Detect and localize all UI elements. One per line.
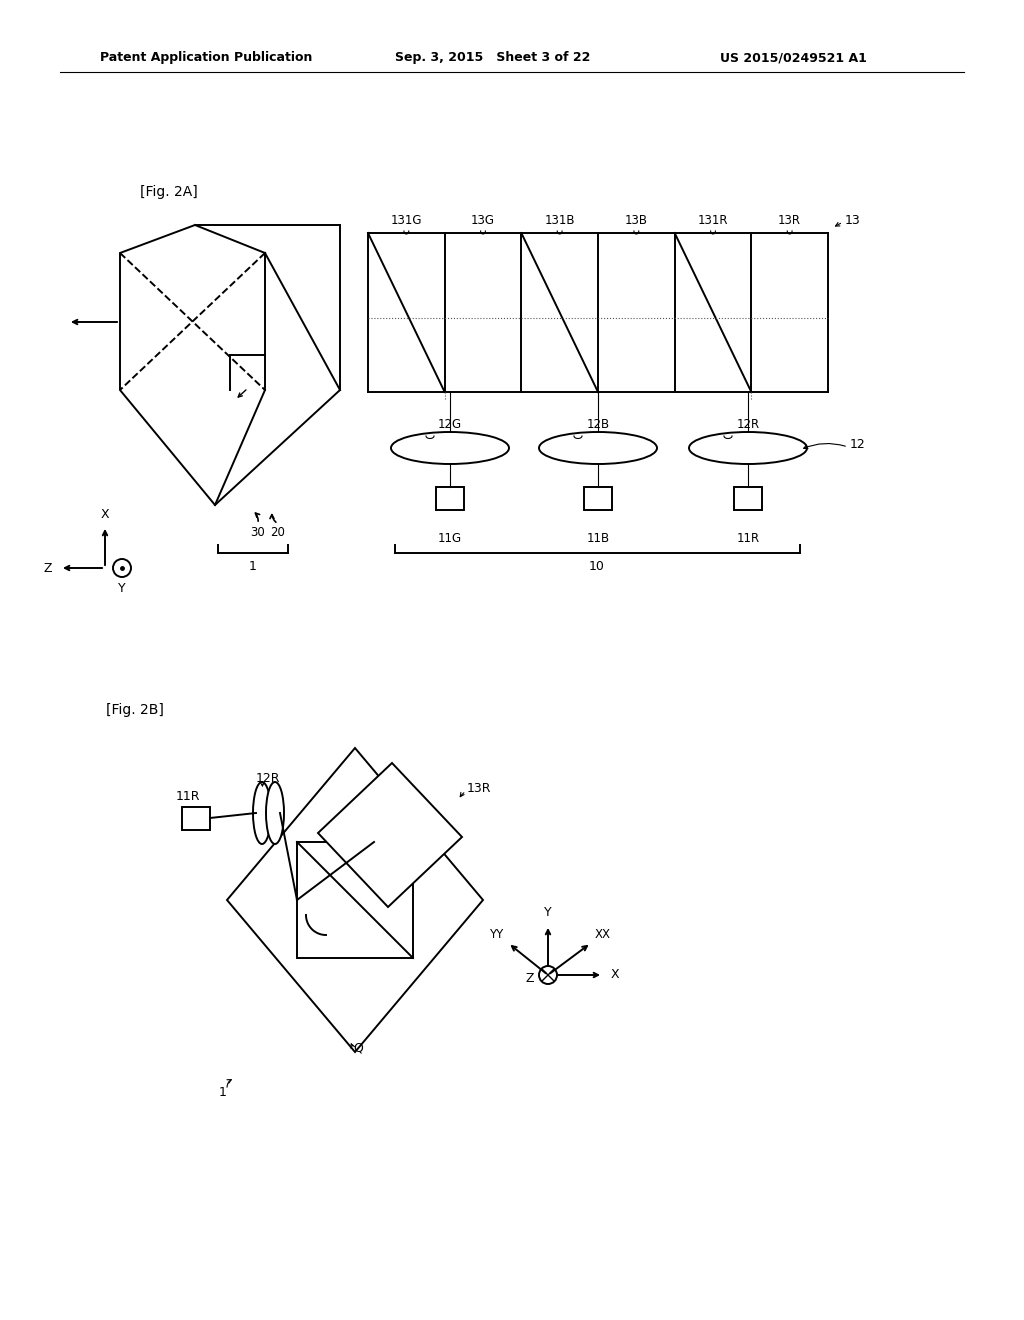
Text: 30: 30 [251, 527, 265, 540]
Text: YY: YY [488, 928, 503, 941]
Bar [734, 487, 762, 510]
Text: 12R: 12R [256, 771, 281, 784]
Text: 11B: 11B [587, 532, 609, 544]
Bar [436, 487, 464, 510]
Text: Z: Z [44, 561, 52, 574]
Text: 11G: 11G [438, 532, 462, 544]
Text: 11R: 11R [176, 789, 201, 803]
Text: 13R: 13R [778, 214, 801, 227]
Polygon shape [195, 224, 340, 506]
Text: 20: 20 [270, 527, 286, 540]
Ellipse shape [253, 781, 271, 843]
Text: 12: 12 [850, 438, 865, 451]
Text: 12G: 12G [438, 418, 462, 432]
Text: X: X [100, 507, 110, 520]
Text: Y: Y [118, 582, 126, 594]
Text: 12R: 12R [736, 418, 760, 432]
Circle shape [539, 966, 557, 983]
Text: [Fig. 2B]: [Fig. 2B] [106, 704, 164, 717]
Text: 131B: 131B [545, 214, 574, 227]
Text: Y: Y [544, 907, 552, 920]
Text: 10: 10 [589, 560, 605, 573]
Text: X: X [610, 969, 620, 982]
Text: 131G: 131G [390, 214, 422, 227]
Text: 1: 1 [249, 560, 257, 573]
Text: XX: XX [595, 928, 611, 941]
Text: [Fig. 2A]: [Fig. 2A] [140, 185, 198, 199]
Text: US 2015/0249521 A1: US 2015/0249521 A1 [720, 51, 867, 65]
Text: 131R: 131R [697, 214, 728, 227]
Text: 13R: 13R [467, 781, 492, 795]
Text: 11R: 11R [736, 532, 760, 544]
Text: 1: 1 [219, 1085, 227, 1098]
Text: Patent Application Publication: Patent Application Publication [100, 51, 312, 65]
Polygon shape [318, 763, 462, 907]
Text: 12B: 12B [587, 418, 609, 432]
Ellipse shape [266, 781, 284, 843]
Bar [584, 487, 612, 510]
Text: Q: Q [353, 1041, 362, 1055]
Text: 13G: 13G [471, 214, 495, 227]
Bar [297, 842, 413, 958]
Text: Z: Z [525, 972, 535, 985]
Text: 13B: 13B [625, 214, 648, 227]
Text: 13: 13 [845, 214, 861, 227]
Text: Sep. 3, 2015   Sheet 3 of 22: Sep. 3, 2015 Sheet 3 of 22 [395, 51, 591, 65]
Bar [182, 807, 210, 829]
